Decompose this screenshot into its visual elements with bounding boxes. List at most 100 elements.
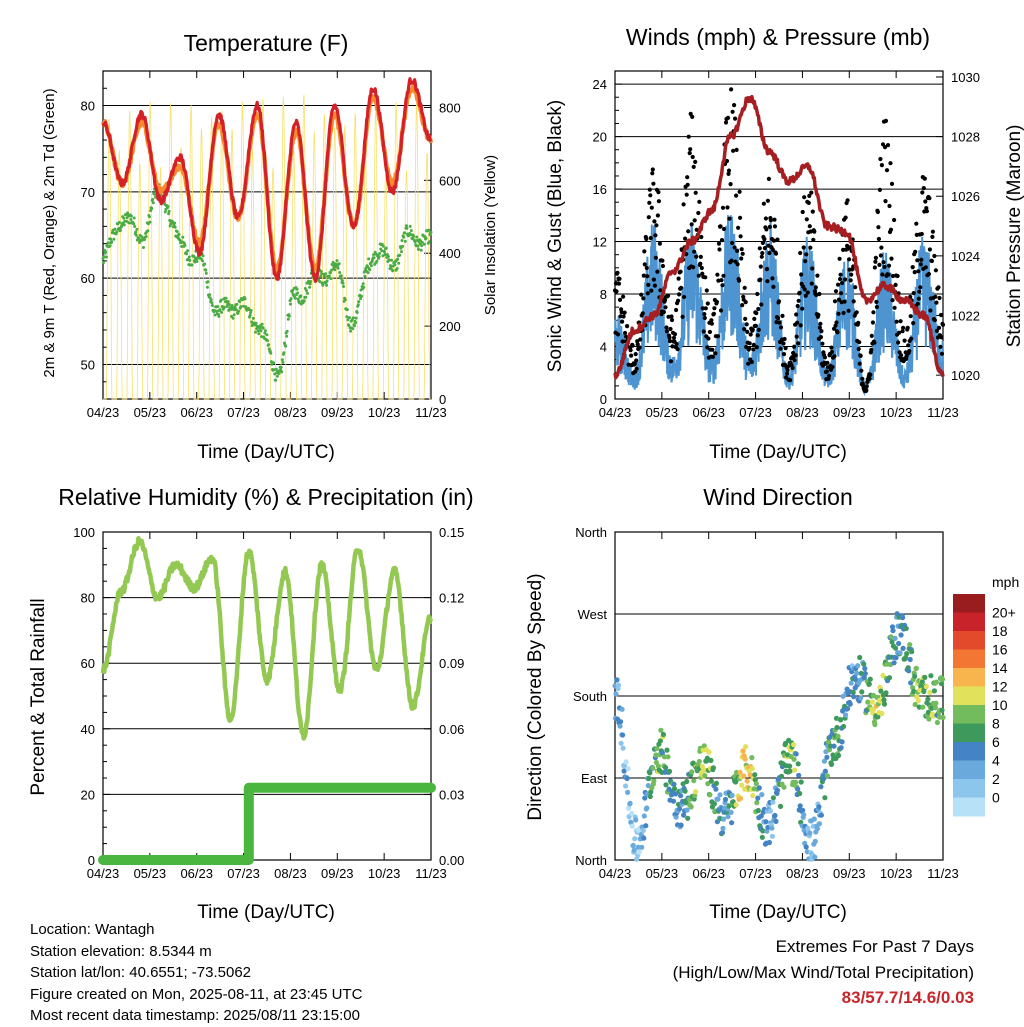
direction-x-tick-label: 04/23 bbox=[599, 866, 632, 881]
wind-direction-point bbox=[744, 778, 750, 784]
winds-x-tick-label: 05/23 bbox=[646, 405, 679, 420]
gust-point bbox=[718, 308, 724, 313]
winds-y-tick-label: 0 bbox=[600, 392, 607, 407]
dewpoint-point bbox=[257, 332, 261, 336]
direction-y-label-left: Direction (Colored By Speed) bbox=[525, 573, 546, 820]
gust-point bbox=[894, 319, 899, 324]
station-pressure-line bbox=[613, 94, 945, 380]
wind-direction-point bbox=[641, 813, 647, 819]
gust-point bbox=[792, 344, 797, 349]
gust-point bbox=[815, 273, 820, 278]
gust-point bbox=[625, 324, 630, 329]
gust-point bbox=[716, 241, 722, 246]
gust-point bbox=[668, 359, 674, 364]
wind-direction-point bbox=[662, 765, 669, 771]
wind-direction-point bbox=[766, 839, 773, 846]
temperature-y-tick-label: 70 bbox=[81, 185, 95, 200]
gust-point bbox=[771, 238, 777, 243]
dewpoint-point bbox=[272, 361, 276, 365]
wind-direction-point bbox=[822, 768, 829, 774]
wind-direction-point bbox=[793, 779, 799, 785]
gust-point bbox=[918, 262, 923, 267]
gust-point bbox=[739, 247, 744, 252]
dewpoint-point bbox=[346, 318, 350, 322]
dewpoint-point bbox=[304, 289, 308, 293]
wind-direction-point bbox=[791, 756, 797, 762]
wind-direction-point bbox=[795, 786, 801, 792]
gust-point bbox=[720, 205, 726, 210]
humidity-y2-tick-label: 0.03 bbox=[439, 787, 464, 802]
gust-point bbox=[830, 364, 835, 370]
wind-direction-point bbox=[759, 834, 765, 840]
wind-direction-point bbox=[798, 779, 804, 785]
gust-point bbox=[686, 229, 691, 234]
dewpoint-point bbox=[354, 316, 358, 320]
dewpoint-point bbox=[122, 223, 126, 227]
temperature-title: Temperature (F) bbox=[184, 30, 349, 56]
dewpoint-point bbox=[107, 241, 110, 245]
wind-direction-point bbox=[811, 816, 817, 822]
gust-point bbox=[905, 325, 910, 330]
humidity-y-tick-label: 0 bbox=[88, 853, 95, 868]
wind-direction-point bbox=[795, 761, 801, 767]
gust-point bbox=[756, 306, 761, 312]
gust-point bbox=[674, 341, 679, 347]
gust-point bbox=[872, 265, 878, 270]
dewpoint-point bbox=[210, 301, 214, 305]
wind-direction-point bbox=[767, 808, 774, 814]
gust-point bbox=[864, 384, 869, 389]
legend-color-swatch bbox=[953, 742, 985, 761]
wind-direction-point bbox=[620, 732, 626, 738]
gust-point bbox=[667, 339, 673, 344]
gust-point bbox=[854, 310, 859, 315]
wind-direction-point bbox=[906, 668, 912, 674]
dewpoint-point bbox=[287, 314, 291, 318]
gust-point bbox=[730, 240, 735, 246]
dewpoint-point bbox=[357, 300, 361, 304]
wind-direction-point bbox=[755, 807, 761, 814]
dewpoint-point bbox=[203, 262, 207, 266]
gust-point bbox=[808, 245, 813, 250]
temperature-y-label-right: Solar Insolation (Yellow) bbox=[482, 155, 499, 315]
gust-point bbox=[652, 283, 658, 288]
dewpoint-point bbox=[181, 235, 185, 239]
gust-point bbox=[707, 329, 713, 335]
gust-point bbox=[870, 320, 876, 325]
dewpoint-point bbox=[391, 269, 395, 273]
gust-point bbox=[864, 388, 869, 393]
gust-point bbox=[711, 311, 717, 316]
direction-y-tick-label: North bbox=[575, 853, 607, 868]
wind-direction-point bbox=[892, 635, 898, 642]
gust-point bbox=[618, 314, 623, 319]
wind-direction-point bbox=[891, 660, 897, 666]
gust-point bbox=[889, 256, 894, 261]
gust-point bbox=[653, 255, 659, 260]
gust-point bbox=[922, 176, 927, 181]
gust-point bbox=[916, 269, 921, 274]
gust-point bbox=[876, 225, 881, 230]
gust-point bbox=[751, 342, 756, 347]
gust-point bbox=[696, 210, 701, 216]
temperature-x-tick-label: 11/23 bbox=[415, 405, 447, 420]
gust-point bbox=[702, 312, 707, 317]
gust-point bbox=[725, 205, 730, 210]
dewpoint-point bbox=[151, 201, 155, 205]
created-text: Figure created on Mon, 2025-08-11, at 23… bbox=[30, 985, 363, 1003]
wind-direction-point bbox=[750, 792, 756, 799]
dewpoint-point bbox=[250, 320, 254, 324]
gust-point bbox=[809, 281, 814, 286]
sonic-wind-line bbox=[614, 215, 944, 397]
wind-direction-point bbox=[632, 836, 638, 842]
dewpoint-point bbox=[204, 271, 208, 275]
temperature-y-tick-label: 80 bbox=[81, 99, 95, 114]
gust-point bbox=[640, 311, 645, 316]
wind-direction-point bbox=[688, 804, 694, 810]
wind-direction-point bbox=[629, 823, 635, 829]
gust-point bbox=[765, 279, 770, 284]
gust-point bbox=[765, 198, 771, 203]
dewpoint-point bbox=[231, 316, 235, 320]
gust-point bbox=[620, 339, 625, 344]
wind-direction-point bbox=[756, 785, 762, 791]
humidity-title: Relative Humidity (%) & Precipitation (i… bbox=[58, 484, 473, 510]
gust-point bbox=[690, 154, 695, 160]
